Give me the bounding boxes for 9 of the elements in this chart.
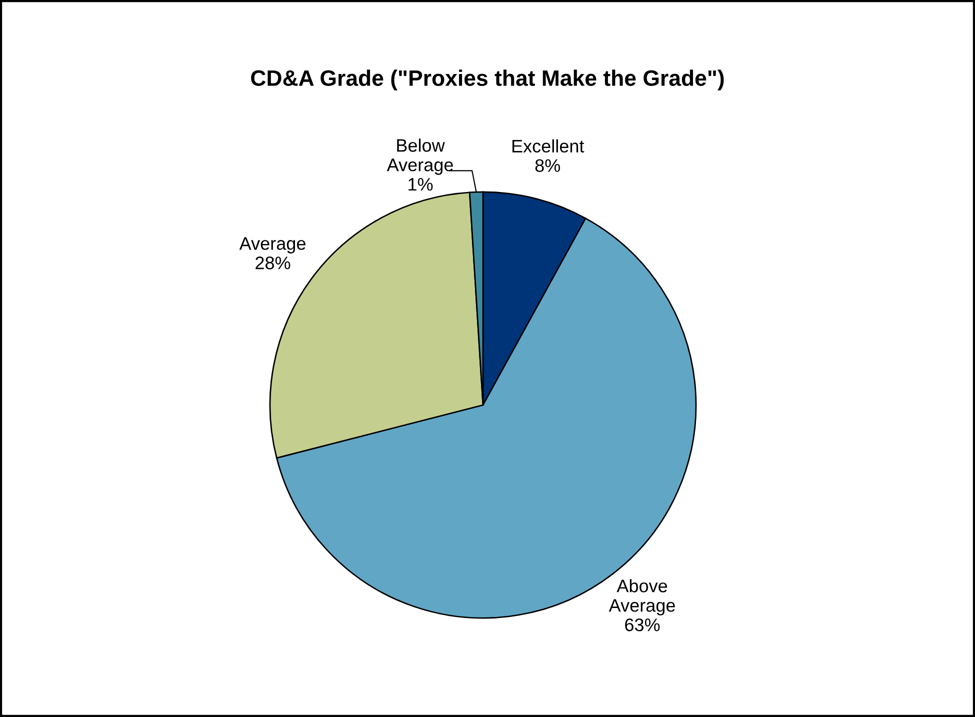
data-label: 63% (625, 618, 660, 632)
data-label: 28% (256, 256, 290, 270)
data-label: 1% (408, 178, 433, 191)
slice-label: Average (239, 237, 306, 254)
slice-label: Excellent (512, 139, 584, 153)
slice-label: Below Average (386, 138, 453, 175)
chart-title: CD&A Grade ("Proxies that Make the Grade") (251, 70, 724, 90)
data-label: 8% (535, 159, 560, 172)
slice-label: Above Average (608, 579, 675, 616)
